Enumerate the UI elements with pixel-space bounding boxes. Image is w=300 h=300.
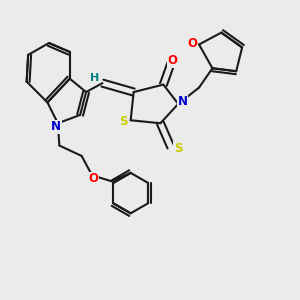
Text: O: O	[88, 172, 98, 185]
Text: N: N	[178, 95, 188, 108]
Text: H: H	[90, 73, 100, 83]
Text: S: S	[174, 142, 182, 155]
Text: O: O	[188, 37, 197, 50]
Text: N: N	[51, 120, 62, 133]
Text: O: O	[167, 54, 177, 67]
Text: S: S	[119, 115, 128, 128]
